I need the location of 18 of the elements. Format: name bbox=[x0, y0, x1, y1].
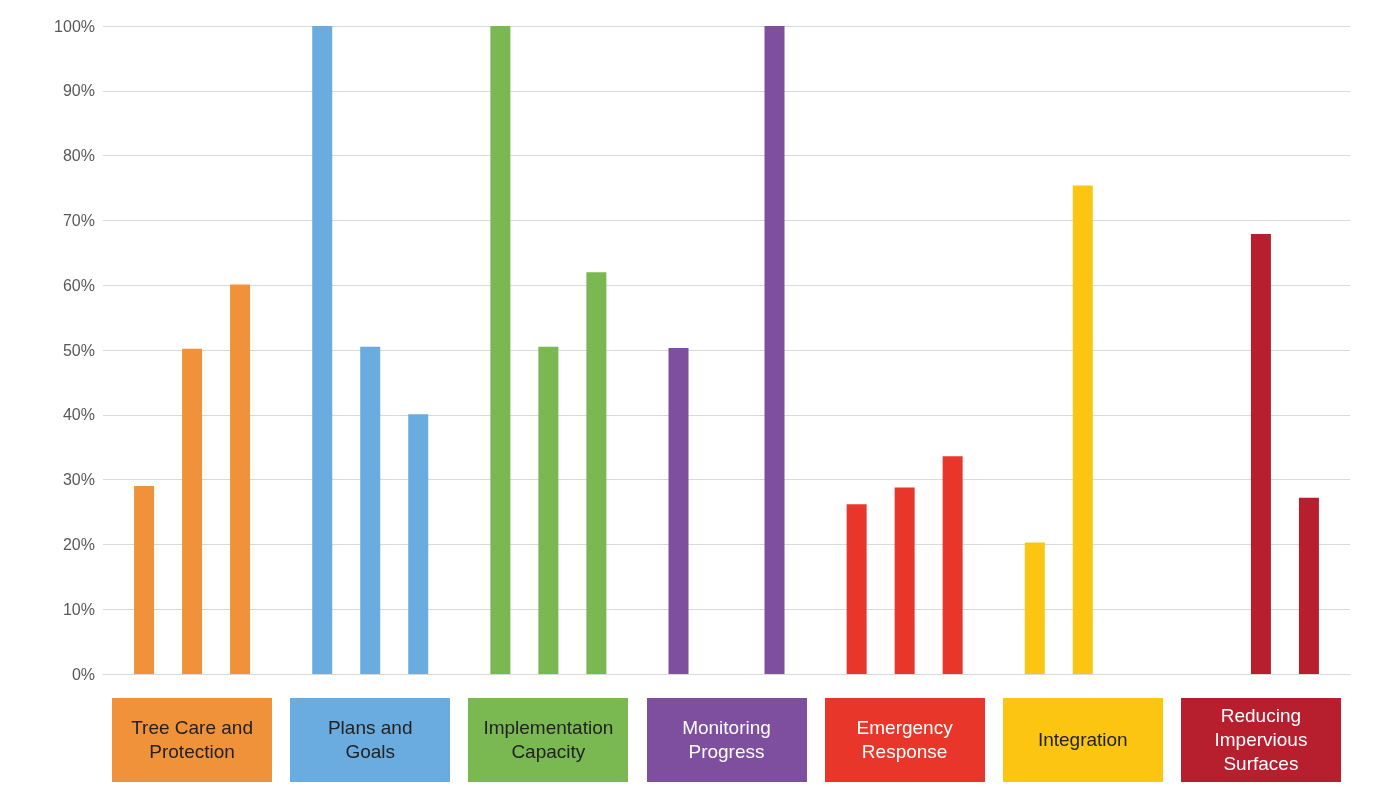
y-tick-label: 40% bbox=[62, 406, 95, 424]
y-tick-label: 70% bbox=[62, 211, 95, 229]
category-label: Monitoring Progress bbox=[646, 698, 807, 782]
category-label: Integration bbox=[1002, 698, 1163, 782]
category-label: Implementation Capacity bbox=[468, 698, 629, 782]
y-tick-label: 0% bbox=[71, 665, 95, 683]
category-label: Reducing Impervious Surfaces bbox=[1180, 698, 1341, 782]
y-tick-label: 90% bbox=[62, 82, 95, 100]
y-tick-label: 60% bbox=[62, 276, 95, 294]
category-label: Tree Care and Protection bbox=[112, 698, 273, 782]
y-tick-label: 20% bbox=[62, 535, 95, 553]
y-tick-label: 80% bbox=[62, 147, 95, 165]
category-label: Plans and Goals bbox=[290, 698, 451, 782]
y-tick-label: 30% bbox=[62, 471, 95, 489]
y-tick-label: 50% bbox=[62, 341, 95, 359]
category-label: Emergency Response bbox=[824, 698, 985, 782]
y-tick-label: 10% bbox=[62, 600, 95, 618]
y-tick-label: 100% bbox=[54, 17, 95, 35]
